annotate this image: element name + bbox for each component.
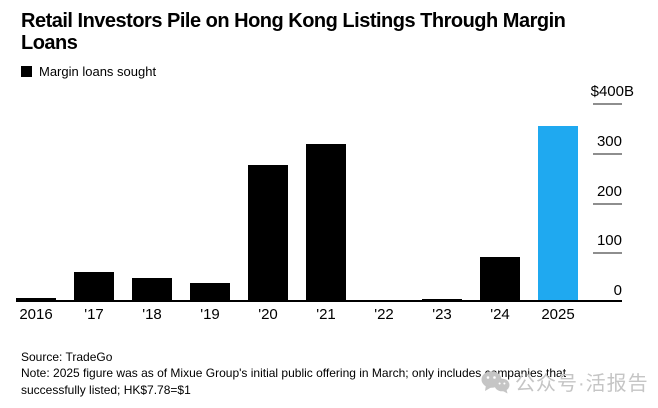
x-axis-label: '22 (374, 306, 394, 323)
y-axis-label: 200 (596, 182, 622, 200)
x-axis-label: '17 (84, 306, 104, 323)
legend-swatch-icon (21, 66, 32, 77)
x-axis-label: '21 (316, 306, 336, 323)
y-axis-label: $400B (590, 83, 634, 100)
x-axis-line (16, 300, 622, 303)
y-axis-tick (593, 252, 622, 255)
x-axis-label: '24 (490, 306, 510, 323)
x-axis-label: 2016 (19, 306, 53, 323)
legend: Margin loans sought (21, 64, 156, 79)
legend-label: Margin loans sought (39, 64, 157, 79)
x-axis-label: 2025 (541, 306, 575, 323)
plot-area (16, 85, 578, 302)
bar (190, 283, 230, 302)
y-axis-label: 300 (596, 132, 622, 150)
y-axis-label: 0 (613, 282, 622, 299)
x-axis-label: '19 (200, 306, 220, 323)
bar (480, 256, 520, 302)
bar (538, 126, 578, 302)
x-axis-label: '18 (142, 306, 162, 323)
page-title-line-2: Loans (21, 32, 78, 54)
y-axis-tick (593, 103, 622, 105)
y-axis-tick (593, 202, 622, 205)
bar-chart: $400B 300 200 100 0 2016 '17 '18 '19 '20 '21 '22 '23… (0, 83, 658, 340)
y-axis-label: 100 (596, 232, 622, 250)
y-axis-tick (593, 152, 622, 155)
bar (248, 165, 288, 302)
source-text: Source: TradeGo (21, 350, 113, 364)
bar (74, 272, 114, 302)
note-text: Note: 2025 figure was as of Mixue Group'… (21, 366, 567, 397)
bar (306, 143, 346, 302)
bar (132, 278, 172, 302)
page-title-line-1: Retail Investors Pile on Hong Kong Listi… (21, 10, 566, 32)
x-axis-label: '23 (432, 306, 452, 323)
x-axis-label: '20 (258, 306, 278, 323)
page-title: Retail Investors Pile on Hong Kong Listi… (21, 10, 636, 54)
